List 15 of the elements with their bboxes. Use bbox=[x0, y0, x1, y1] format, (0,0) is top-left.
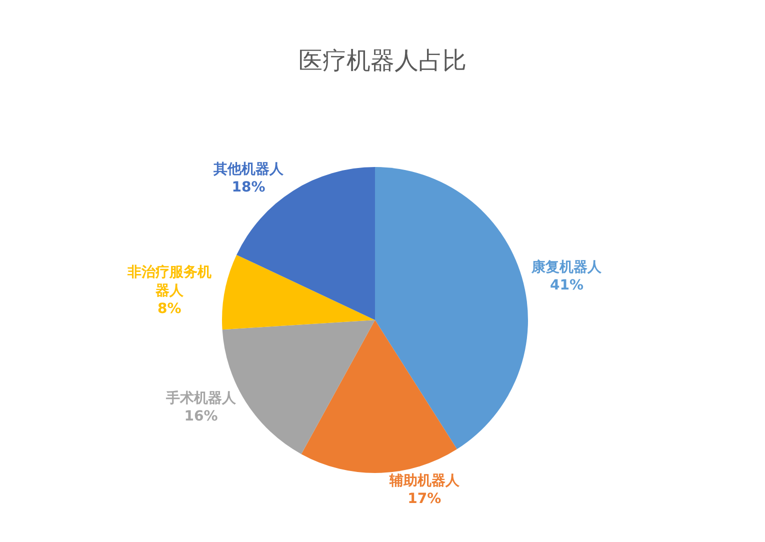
pie-slice bbox=[375, 167, 528, 450]
pie-slice bbox=[222, 320, 375, 454]
data-label: 8% bbox=[157, 301, 182, 318]
slice-label: 辅助机器人 bbox=[388, 472, 460, 489]
slice-label: 其他机器人 bbox=[212, 162, 284, 178]
data-label: 17% bbox=[408, 491, 442, 508]
slice-label: 康复机器人 bbox=[530, 258, 603, 276]
pie-slice bbox=[301, 320, 457, 473]
chart-title: 医疗机器人占比 bbox=[298, 46, 466, 74]
slice-label: 非治疗服务机器人 bbox=[126, 264, 212, 299]
data-label: 16% bbox=[184, 408, 218, 425]
data-label: 18% bbox=[232, 180, 266, 196]
data-label: 41% bbox=[550, 278, 584, 294]
slice-label: 手术机器人 bbox=[165, 389, 238, 406]
pie-slice bbox=[222, 254, 375, 330]
